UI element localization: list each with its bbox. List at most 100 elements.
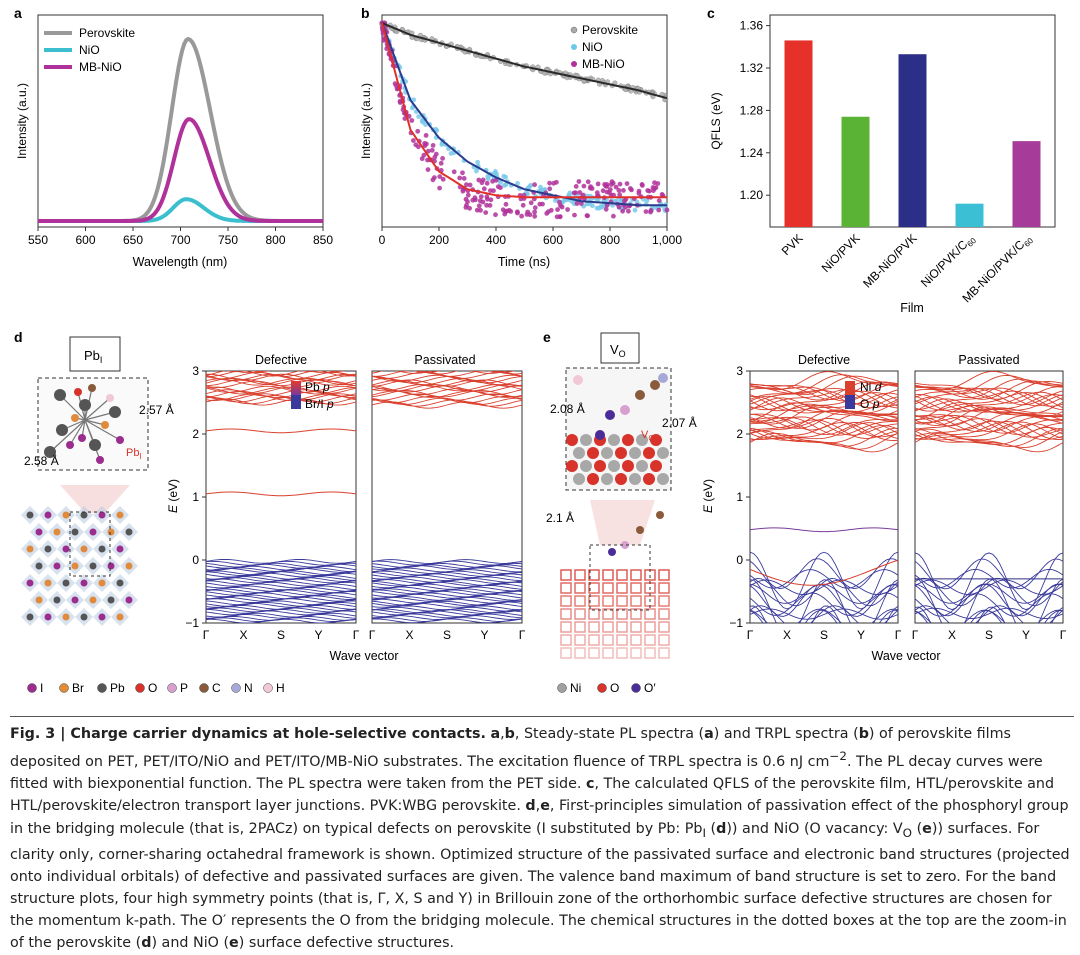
distance-label-e3: 2.1 Å	[546, 510, 574, 525]
atom-legend-label: P	[180, 681, 188, 695]
defect-state	[206, 491, 356, 497]
decay-point-mb-nio	[648, 208, 654, 213]
defect-box-e-label: VO	[610, 342, 626, 359]
decay-point-mb-nio	[438, 160, 444, 166]
bar-1	[841, 116, 870, 227]
valence-band	[750, 608, 898, 620]
valence-band	[206, 598, 356, 603]
panel-label-a: a	[14, 5, 22, 21]
atom	[636, 460, 648, 472]
decay-point-mb-nio	[481, 186, 487, 192]
distance-label-e2: 2.07 Å	[662, 415, 697, 430]
decay-point-mb-nio	[565, 207, 570, 212]
atom	[71, 562, 79, 570]
decay-point-mb-nio	[646, 188, 652, 194]
legend-marker-nio	[571, 44, 577, 50]
decay-point-mb-nio	[480, 177, 486, 183]
decay-point-mb-nio	[464, 182, 469, 188]
distance-label-d1: 2.57 Å	[139, 402, 174, 417]
k-tick-label: X	[783, 628, 791, 642]
decay-point-mb-nio	[488, 197, 494, 203]
lattice-cell	[560, 582, 572, 594]
lattice-cell	[644, 647, 656, 659]
atom	[106, 394, 114, 402]
bands-e-ylabel: E (eV)	[701, 479, 715, 513]
legend-marker-mbnio	[571, 61, 577, 67]
decay-point-nio	[584, 201, 590, 207]
atom-legend-marker	[597, 683, 607, 693]
conduction-band	[750, 397, 898, 416]
decay-point-nio	[434, 128, 440, 133]
conduction-band	[206, 398, 356, 406]
y-tick-label: −1	[185, 616, 199, 630]
conduction-band	[915, 396, 1063, 415]
decay-point-nio	[632, 207, 638, 213]
atom	[620, 405, 630, 415]
legend-e-o: O p	[860, 397, 880, 411]
x-tick-label: 800	[265, 233, 285, 247]
decay-point-mb-nio	[528, 200, 534, 206]
atom	[608, 548, 616, 556]
conduction-band	[915, 380, 1063, 400]
bands-e-title-passivated: Passivated	[958, 353, 1019, 367]
caption-text: (	[912, 820, 923, 837]
legend-d-bri: Br/I p	[305, 397, 334, 411]
atom	[594, 460, 606, 472]
k-tick-label: Y	[1022, 628, 1030, 642]
category-label: PVK	[779, 231, 806, 258]
atom	[615, 473, 627, 485]
decay-point-mb-nio	[495, 184, 501, 190]
fit-curve-nio	[381, 22, 667, 207]
decay-point-mb-nio	[585, 179, 591, 185]
valence-band	[915, 577, 1063, 606]
k-tick-label: X	[948, 628, 956, 642]
x-tick-label: 600	[543, 233, 563, 247]
lattice-cell	[616, 569, 628, 581]
decay-point-nio	[553, 198, 558, 203]
band-frame	[914, 370, 1064, 624]
lattice-cell	[588, 647, 600, 659]
decay-point-mb-nio	[643, 209, 649, 215]
decay-point-mb-nio	[422, 141, 427, 146]
atom	[657, 473, 669, 485]
legend-marker-perovskite	[570, 26, 578, 34]
legend-label-b-mbnio: MB-NiO	[582, 57, 625, 71]
lattice-cell	[560, 595, 572, 607]
conduction-band	[750, 381, 898, 401]
slab-box-e	[589, 544, 651, 611]
category-label: NiO/PVK	[819, 231, 863, 275]
decay-point-mb-nio	[616, 188, 622, 193]
atom	[125, 596, 133, 604]
conduction-band	[206, 393, 356, 401]
category-label: NiO/PVK/C60	[918, 231, 978, 291]
atom	[54, 389, 66, 401]
conduction-band	[750, 422, 898, 440]
valence-band	[750, 609, 898, 623]
valence-band	[206, 614, 356, 619]
caption-ref: d	[141, 935, 152, 952]
atom	[89, 562, 97, 570]
chart-a-ylabel: Intensity (a.u.)	[15, 83, 29, 159]
conduction-band	[750, 387, 898, 407]
atom	[605, 410, 615, 420]
lattice-cell	[616, 621, 628, 633]
y-tick-label: 1.32	[740, 61, 764, 75]
caption-ref: e	[922, 820, 932, 837]
bar-2	[898, 54, 927, 227]
lattice-cell	[658, 634, 670, 646]
decay-point-mb-nio	[421, 152, 427, 158]
defect-label-e: VO	[641, 429, 655, 443]
caption-ref: e	[229, 935, 239, 952]
atom	[658, 373, 668, 383]
conduction-band	[915, 390, 1063, 411]
decay-point-mb-nio	[611, 213, 616, 219]
atom	[98, 613, 106, 621]
valence-band	[372, 613, 522, 619]
conduction-band	[372, 397, 522, 405]
decay-point-nio	[528, 182, 534, 188]
y-tick-label: 1	[192, 490, 199, 504]
decay-point-nio	[515, 181, 520, 186]
x-tick-label: 1,000	[652, 233, 682, 247]
atom	[601, 447, 613, 459]
bond	[84, 397, 111, 421]
